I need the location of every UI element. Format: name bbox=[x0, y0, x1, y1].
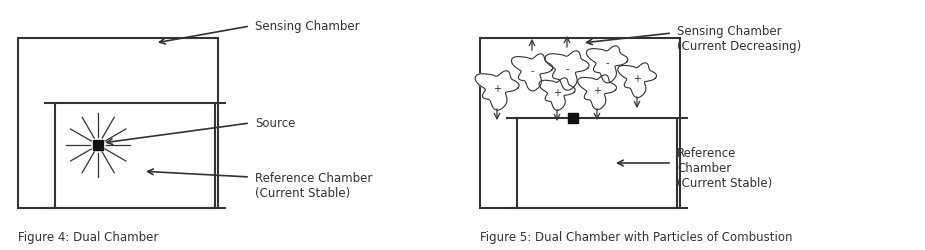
Text: -: - bbox=[565, 64, 569, 74]
Text: Sensing Chamber: Sensing Chamber bbox=[255, 20, 360, 33]
Polygon shape bbox=[618, 64, 657, 98]
Text: +: + bbox=[493, 84, 501, 94]
Bar bbox=[480, 39, 680, 208]
Polygon shape bbox=[512, 54, 553, 92]
Text: Figure 4: Dual Chamber: Figure 4: Dual Chamber bbox=[18, 230, 158, 243]
Text: Sensing Chamber
(Current Decreasing): Sensing Chamber (Current Decreasing) bbox=[677, 25, 801, 53]
Bar bbox=[517, 118, 677, 208]
Polygon shape bbox=[475, 72, 519, 111]
Polygon shape bbox=[539, 78, 575, 111]
Polygon shape bbox=[586, 47, 628, 84]
Text: Source: Source bbox=[255, 117, 295, 130]
Polygon shape bbox=[578, 76, 616, 110]
Text: Figure 5: Dual Chamber with Particles of Combustion: Figure 5: Dual Chamber with Particles of… bbox=[480, 230, 793, 243]
Polygon shape bbox=[545, 52, 589, 91]
Text: -: - bbox=[530, 66, 534, 76]
Text: -: - bbox=[605, 58, 609, 68]
Bar bbox=[55, 104, 215, 208]
Text: Reference Chamber
(Current Stable): Reference Chamber (Current Stable) bbox=[255, 171, 373, 199]
Text: Reference
Chamber
(Current Stable): Reference Chamber (Current Stable) bbox=[677, 147, 772, 190]
Text: +: + bbox=[633, 74, 641, 84]
Text: +: + bbox=[593, 86, 601, 96]
Bar bbox=[18, 39, 218, 208]
Text: +: + bbox=[553, 88, 561, 98]
